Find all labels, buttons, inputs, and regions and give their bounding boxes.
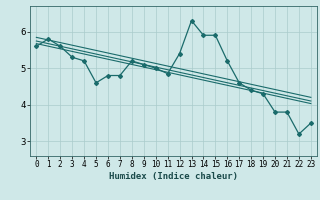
X-axis label: Humidex (Indice chaleur): Humidex (Indice chaleur): [109, 172, 238, 181]
